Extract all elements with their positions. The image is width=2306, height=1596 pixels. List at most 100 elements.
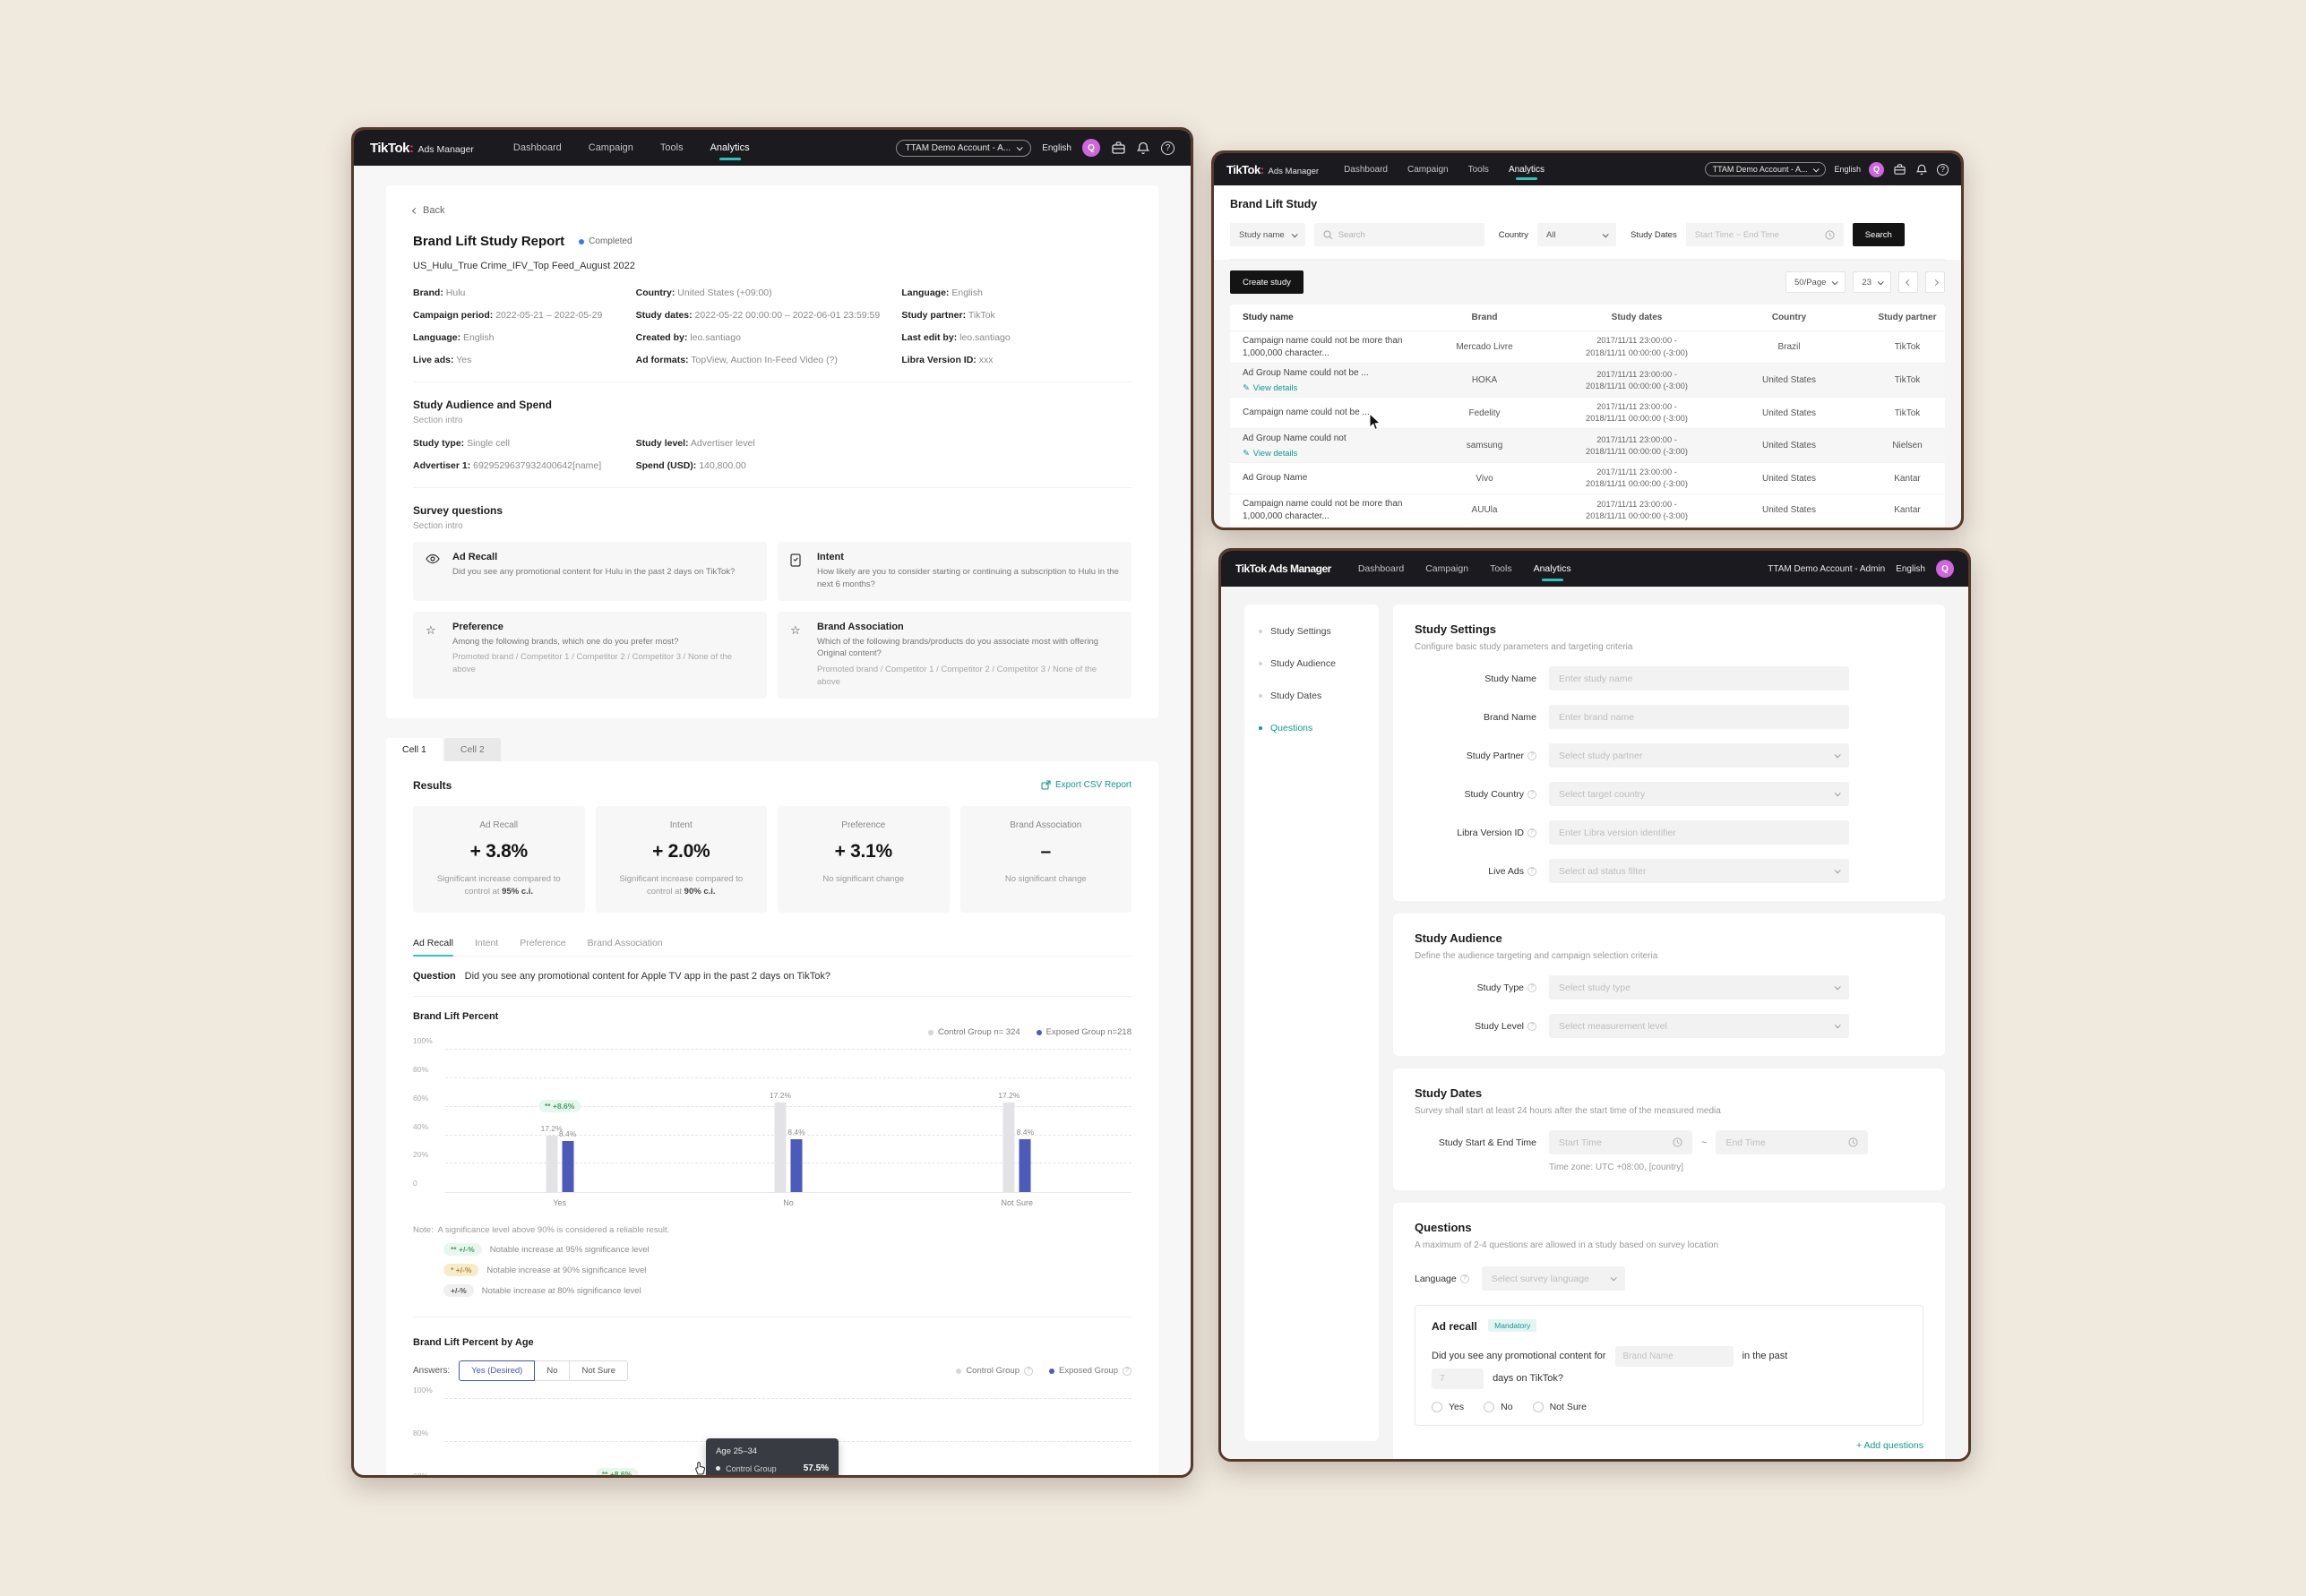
- metric-tab-brand-association[interactable]: Brand Association: [587, 938, 663, 949]
- search-button[interactable]: Search: [1852, 223, 1905, 246]
- notification-bell-icon[interactable]: [1914, 162, 1929, 176]
- next-page-button[interactable]: [1925, 271, 1945, 293]
- chip-not-sure[interactable]: Not Sure: [569, 1360, 628, 1382]
- country-filter-select[interactable]: All: [1536, 223, 1616, 246]
- study-dates-input[interactable]: Start Time ~ End Time: [1685, 223, 1844, 246]
- page-title: Brand Lift Study: [1230, 198, 1318, 210]
- language-switcher[interactable]: English: [1896, 563, 1925, 574]
- info-icon: ?: [1527, 828, 1536, 837]
- bullet-icon: [1259, 662, 1262, 665]
- tiktok-logo[interactable]: TikTok: Ads Manager: [1226, 162, 1320, 176]
- back-button[interactable]: Back: [411, 205, 1131, 216]
- per-page-select[interactable]: 50/Page: [1785, 271, 1846, 293]
- nav-analytics[interactable]: Analytics: [1509, 156, 1545, 184]
- page-select[interactable]: 23: [1853, 271, 1891, 293]
- briefcase-icon[interactable]: [1111, 141, 1125, 155]
- notification-bell-icon[interactable]: [1136, 141, 1150, 155]
- live-ads-select[interactable]: Select ad status filter: [1549, 859, 1849, 883]
- help-icon[interactable]: ?: [1937, 163, 1949, 176]
- brand-name-inline-input[interactable]: Brand Name: [1614, 1345, 1734, 1367]
- sidebar-item-questions[interactable]: Questions: [1259, 723, 1364, 734]
- legend-exposed-group[interactable]: Exposed Group?: [1048, 1366, 1131, 1376]
- nav-dashboard[interactable]: Dashboard: [1357, 563, 1405, 574]
- tiktok-logo[interactable]: TikTok Ads Manager: [1235, 562, 1331, 575]
- account-label[interactable]: TTAM Demo Account - Admin: [1768, 563, 1886, 574]
- table-row[interactable]: Campaign name could not be more than 1,0…: [1230, 527, 1945, 528]
- chip-no[interactable]: No: [534, 1360, 571, 1382]
- col-country[interactable]: Country: [1771, 313, 1807, 322]
- sidebar-item-study-settings[interactable]: Study Settings: [1259, 626, 1364, 637]
- study-type-select[interactable]: Select study type: [1549, 975, 1849, 1000]
- nav-dashboard[interactable]: Dashboard: [1344, 164, 1388, 175]
- table-row[interactable]: Ad Group Name could not be ... ✎ View det…: [1230, 364, 1945, 399]
- bar-group-yes: ** +8.6% 17.2% 8.4%: [445, 1050, 674, 1193]
- nav-tools[interactable]: Tools: [659, 142, 684, 153]
- search-input[interactable]: Search: [1313, 223, 1484, 246]
- table-row[interactable]: Ad Group Name could not ✎ View details sa…: [1230, 429, 1945, 464]
- nav-tools[interactable]: Tools: [1490, 563, 1512, 574]
- radio-not-sure[interactable]: Not Sure: [1532, 1401, 1587, 1412]
- avatar[interactable]: Q: [1082, 139, 1100, 157]
- nav-campaign[interactable]: Campaign: [588, 142, 633, 153]
- tab-cell-1[interactable]: Cell 1: [386, 737, 443, 761]
- chip-yes-desired[interactable]: Yes (Desired): [459, 1360, 536, 1382]
- study-level-select[interactable]: Select measurement level: [1549, 1014, 1849, 1038]
- avatar[interactable]: Q: [1869, 161, 1884, 177]
- questions-card: Questions A maximum of 2-4 questions are…: [1393, 1203, 1945, 1459]
- legend-control-group[interactable]: Control Group n= 324: [928, 1027, 1020, 1037]
- tab-cell-2[interactable]: Cell 2: [443, 737, 501, 761]
- language-switcher[interactable]: English: [1834, 165, 1861, 174]
- brand-name-input[interactable]: Enter brand name: [1549, 705, 1849, 729]
- nav-campaign[interactable]: Campaign: [1425, 563, 1469, 574]
- export-csv-button[interactable]: Export CSV Report: [1041, 780, 1131, 790]
- nav-analytics[interactable]: Analytics: [1534, 553, 1571, 585]
- language-switcher[interactable]: English: [1042, 142, 1071, 153]
- sidebar-item-study-dates[interactable]: Study Dates: [1259, 691, 1364, 701]
- results-title: Results: [413, 778, 452, 792]
- view-details-link[interactable]: ✎ View details: [1243, 448, 1298, 458]
- study-name-filter-select[interactable]: Study name: [1230, 223, 1305, 246]
- card-title: Study Settings: [1415, 622, 1497, 636]
- metric-tab-ad-recall[interactable]: Ad Recall: [413, 932, 453, 957]
- view-details-link[interactable]: ✎ View details: [1243, 382, 1298, 392]
- control-bar: 17.2%: [998, 1091, 1020, 1193]
- add-questions-button[interactable]: + Add questions: [1855, 1439, 1923, 1451]
- avatar[interactable]: Q: [1936, 560, 1954, 578]
- account-switcher[interactable]: TTAM Demo Account - A...: [1704, 162, 1827, 176]
- nav-dashboard[interactable]: Dashboard: [512, 142, 562, 153]
- study-country-select[interactable]: Select target country: [1549, 782, 1849, 806]
- radio-yes[interactable]: Yes: [1432, 1401, 1464, 1412]
- briefcase-icon[interactable]: [1892, 162, 1906, 176]
- survey-language-select[interactable]: Select survey language: [1481, 1266, 1625, 1291]
- exposed-bar: 8.4%: [787, 1128, 805, 1193]
- study-partner-select[interactable]: Select study partner: [1549, 743, 1849, 768]
- col-study-dates[interactable]: Study dates: [1611, 313, 1663, 322]
- libra-version-id-input[interactable]: Enter Libra version identifier: [1549, 820, 1849, 845]
- nav-analytics[interactable]: Analytics: [710, 132, 750, 164]
- export-icon: [1041, 780, 1051, 790]
- col-study-name[interactable]: Study name: [1243, 313, 1294, 322]
- study-name-input[interactable]: Enter study name: [1549, 666, 1849, 691]
- radio-no[interactable]: No: [1484, 1401, 1513, 1412]
- end-time-input[interactable]: End Time: [1716, 1130, 1869, 1154]
- help-icon[interactable]: ?: [1161, 141, 1175, 155]
- tiktok-logo[interactable]: TikTok: Ads Manager: [370, 140, 474, 156]
- table-row[interactable]: Campaign name could not be more than 1,0…: [1230, 494, 1945, 528]
- nav-campaign[interactable]: Campaign: [1407, 164, 1449, 175]
- col-study-partner[interactable]: Study partner: [1878, 313, 1937, 322]
- legend-control-group[interactable]: Control Group?: [956, 1366, 1033, 1376]
- metric-tab-intent[interactable]: Intent: [474, 938, 499, 949]
- prev-page-button[interactable]: [1898, 271, 1918, 293]
- table-row[interactable]: Campaign name could not be ... Fedelity 2…: [1230, 398, 1945, 430]
- days-inline-input[interactable]: 7: [1432, 1368, 1484, 1389]
- legend-exposed-group[interactable]: Exposed Group n=218: [1036, 1027, 1131, 1037]
- nav-tools[interactable]: Tools: [1467, 164, 1489, 175]
- start-time-input[interactable]: Start Time: [1549, 1130, 1692, 1154]
- create-study-button[interactable]: Create study: [1230, 270, 1304, 294]
- table-row[interactable]: Campaign name could not be more than 1,0…: [1230, 331, 1945, 364]
- sidebar-item-study-audience[interactable]: Study Audience: [1259, 658, 1364, 669]
- col-brand[interactable]: Brand: [1471, 313, 1498, 322]
- table-row[interactable]: Ad Group Name Vivo 2017/11/11 23:00:00 -2…: [1230, 463, 1945, 495]
- metric-tab-preference[interactable]: Preference: [520, 938, 566, 949]
- account-switcher[interactable]: TTAM Demo Account - A...: [895, 139, 1032, 157]
